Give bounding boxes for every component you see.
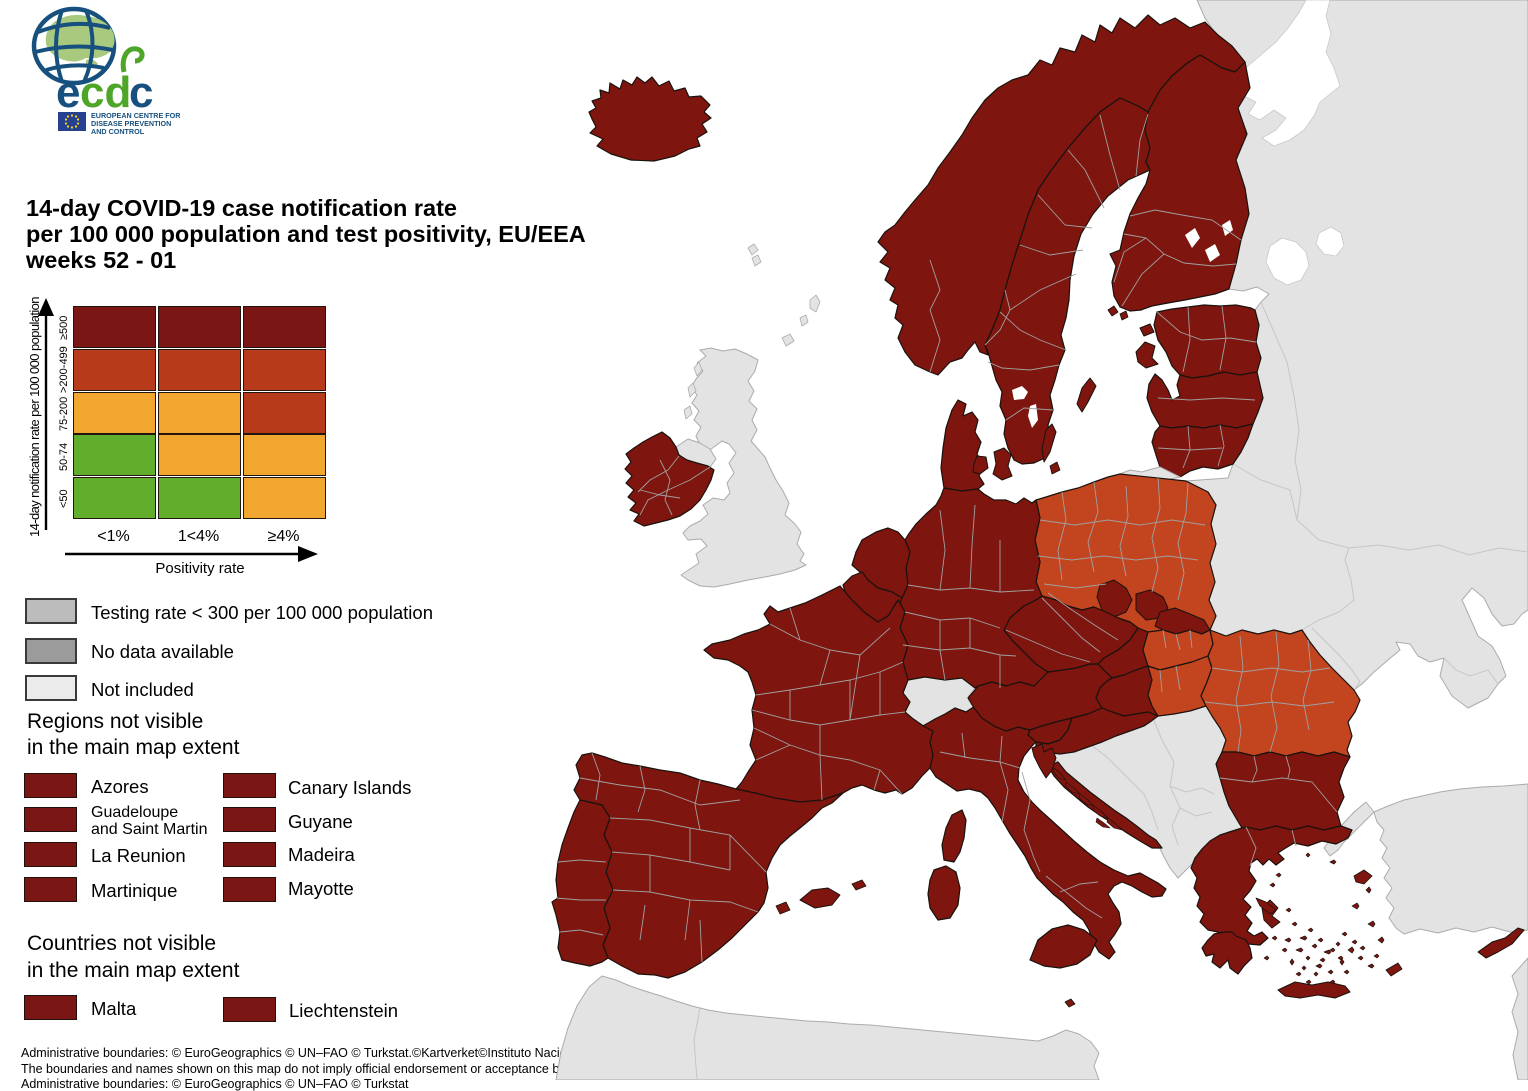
- svg-text:cd: cd: [80, 68, 131, 117]
- svg-text:c: c: [129, 68, 153, 117]
- svg-text:DISEASE PREVENTION: DISEASE PREVENTION: [91, 119, 171, 128]
- svg-text:AND CONTROL: AND CONTROL: [91, 127, 145, 136]
- svg-text:e: e: [56, 68, 80, 117]
- svg-text:EUROPEAN CENTRE FOR: EUROPEAN CENTRE FOR: [91, 111, 181, 120]
